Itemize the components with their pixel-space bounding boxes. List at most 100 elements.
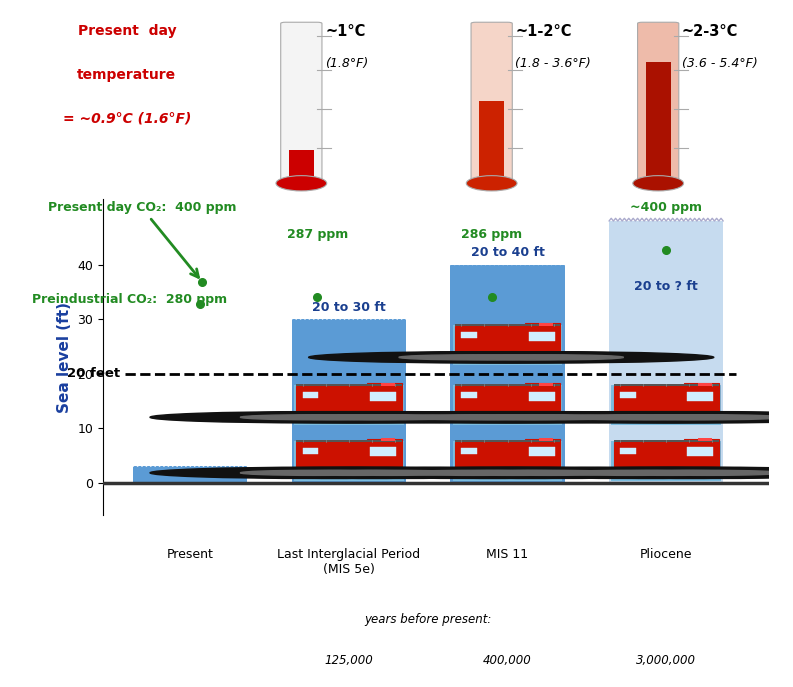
- Bar: [462, 333, 477, 339]
- Bar: [455, 326, 560, 354]
- Bar: [684, 383, 718, 414]
- Circle shape: [227, 467, 555, 478]
- Bar: [698, 383, 712, 385]
- Circle shape: [508, 412, 793, 423]
- Bar: [684, 439, 718, 470]
- Bar: [297, 442, 401, 470]
- Bar: [526, 439, 560, 470]
- Bar: [620, 448, 636, 454]
- Circle shape: [240, 471, 388, 475]
- Text: ~2-3°C: ~2-3°C: [682, 24, 738, 39]
- Ellipse shape: [466, 176, 517, 191]
- Text: 400,000: 400,000: [483, 654, 532, 666]
- Bar: [455, 440, 560, 442]
- Bar: [455, 324, 560, 326]
- Bar: [611, 441, 721, 481]
- Bar: [294, 385, 404, 425]
- Text: 20 feet: 20 feet: [67, 367, 121, 380]
- Circle shape: [349, 467, 677, 478]
- Bar: [620, 392, 636, 398]
- Bar: [529, 392, 554, 401]
- Bar: [297, 440, 401, 442]
- Bar: [529, 447, 554, 456]
- Bar: [614, 440, 718, 442]
- Bar: [455, 442, 560, 470]
- FancyBboxPatch shape: [638, 22, 679, 180]
- Text: Present: Present: [167, 548, 214, 561]
- Text: 287 ppm: 287 ppm: [286, 229, 348, 241]
- Circle shape: [634, 415, 782, 420]
- Circle shape: [190, 467, 519, 478]
- Bar: [370, 447, 396, 456]
- Bar: [539, 383, 554, 385]
- Bar: [303, 448, 319, 454]
- Bar: [370, 392, 396, 401]
- Circle shape: [280, 471, 428, 475]
- Bar: [526, 324, 560, 354]
- Bar: [609, 221, 723, 482]
- Text: Pliocene: Pliocene: [640, 548, 692, 561]
- Circle shape: [508, 467, 793, 478]
- Circle shape: [544, 467, 793, 478]
- Circle shape: [385, 352, 714, 363]
- Text: (1.8 - 3.6°F): (1.8 - 3.6°F): [515, 57, 592, 70]
- Circle shape: [150, 467, 478, 478]
- Bar: [455, 386, 560, 414]
- Circle shape: [476, 471, 623, 475]
- Text: ~400 ppm: ~400 ppm: [630, 201, 702, 214]
- Circle shape: [467, 412, 793, 423]
- Bar: [614, 384, 718, 386]
- Bar: [462, 448, 477, 454]
- Bar: [462, 392, 477, 398]
- Bar: [455, 384, 560, 386]
- Bar: [453, 385, 562, 425]
- Bar: [381, 383, 395, 385]
- Text: Preindustrial CO₂:  280 ppm: Preindustrial CO₂: 280 ppm: [32, 293, 227, 306]
- Bar: [526, 383, 560, 414]
- Circle shape: [280, 415, 428, 420]
- Circle shape: [439, 471, 587, 475]
- Bar: [539, 323, 554, 326]
- Circle shape: [467, 467, 793, 478]
- Circle shape: [317, 415, 465, 420]
- Bar: [367, 439, 401, 470]
- Circle shape: [439, 415, 587, 420]
- Circle shape: [544, 412, 793, 423]
- Circle shape: [317, 471, 465, 475]
- Circle shape: [476, 354, 623, 360]
- Circle shape: [557, 471, 705, 475]
- Text: 20 to 40 ft: 20 to 40 ft: [470, 246, 545, 259]
- Circle shape: [308, 412, 637, 423]
- Circle shape: [240, 415, 388, 420]
- Circle shape: [190, 412, 519, 423]
- Text: temperature: temperature: [78, 68, 176, 82]
- FancyBboxPatch shape: [471, 22, 512, 180]
- Ellipse shape: [633, 176, 684, 191]
- Circle shape: [597, 415, 745, 420]
- Text: (3.6 - 5.4°F): (3.6 - 5.4°F): [682, 57, 758, 70]
- Text: (1.8°F): (1.8°F): [325, 57, 369, 70]
- Y-axis label: Sea level (ft): Sea level (ft): [57, 302, 72, 413]
- Bar: [698, 438, 712, 441]
- Circle shape: [476, 415, 623, 420]
- Text: 20 to 30 ft: 20 to 30 ft: [312, 301, 386, 314]
- Circle shape: [150, 412, 478, 423]
- Bar: [646, 62, 671, 178]
- Text: ~1°C: ~1°C: [325, 24, 366, 39]
- Bar: [688, 447, 713, 456]
- Bar: [479, 100, 504, 178]
- Text: years before present:: years before present:: [365, 613, 492, 626]
- Circle shape: [308, 352, 637, 363]
- Bar: [381, 438, 395, 441]
- Circle shape: [439, 354, 587, 360]
- Circle shape: [634, 471, 782, 475]
- Bar: [614, 386, 718, 414]
- Bar: [688, 392, 713, 401]
- Circle shape: [385, 467, 714, 478]
- Text: Last Interglacial Period
(MIS 5e): Last Interglacial Period (MIS 5e): [278, 548, 420, 576]
- Text: 20 to ? ft: 20 to ? ft: [634, 280, 698, 293]
- Text: 125,000: 125,000: [324, 654, 374, 666]
- Circle shape: [597, 471, 745, 475]
- Text: MIS 11: MIS 11: [486, 548, 529, 561]
- Circle shape: [385, 412, 714, 423]
